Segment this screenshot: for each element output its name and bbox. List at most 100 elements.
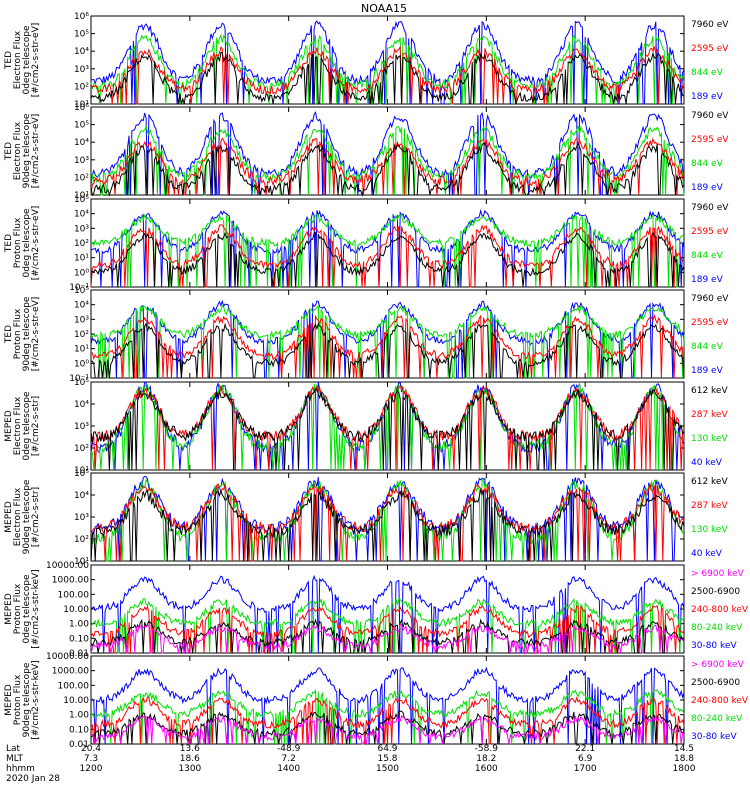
footer-value: 15.8 [377,754,397,764]
legend-entry: 7960 eV [691,294,729,304]
y-axis-label: MEPEDProton Flux0deg telescope[#/cm2-s-s… [4,569,41,648]
y-axis-label-line: Proton Flux [13,583,23,634]
series-trace [90,304,685,379]
panel-7: 0.01 0.10 1.00 10.00 100.00 1000.00 10000.00 ME… [4,561,749,659]
series-trace [90,45,685,105]
series-trace [90,714,685,746]
y-axis-label: TEDProton Flux90deg telescope[#/cm2-s-st… [4,296,41,371]
y-axis-label-line: MEPED [4,501,14,533]
legend-entry: 844 eV [691,68,724,78]
legend-entry: 40 keV [691,458,723,468]
series-trace [90,231,685,288]
y-tick-label: 10¹ [74,466,89,476]
series-trace [90,477,685,562]
legend-entry: 2595 eV [691,227,729,237]
y-tick-label: 10⁰ [74,268,89,278]
y-tick-label: 10⁵ [74,30,89,40]
legend-entry: 189 eV [691,92,724,102]
y-axis-label-line: TED [4,142,14,161]
footer-value: 6.9 [578,754,593,764]
y-tick-label: 10⁵ [74,469,89,479]
legend-entry: 189 eV [691,183,724,193]
y-axis-label-line: Proton Flux [13,674,23,725]
legend-entry: 40 keV [691,549,723,559]
y-axis-label-line: [#/cm2-s-str-eV] [31,114,41,189]
y-tick-label: 10⁴ [74,47,89,57]
y-axis-label-line: [#/cm2-s-str-eV] [31,23,41,98]
series-trace [90,213,685,288]
series-trace [90,487,685,562]
y-tick-label: 10⁴ [74,491,89,501]
y-tick-label: 1000.00 [52,667,89,677]
y-tick-label: 100.00 [58,590,90,600]
y-tick-label: 10⁵ [74,286,89,296]
series-trace [90,142,685,197]
legend-entry: 30-80 keV [691,732,737,742]
legend-entry: 2595 eV [691,44,729,54]
legend-entry: 2595 eV [691,318,729,328]
series-trace [90,574,685,654]
legend-entry: 240-800 keV [691,696,749,706]
y-tick-label: 10³ [74,156,89,166]
y-axis-label-line: Proton Flux [13,308,23,359]
y-tick-label: 10⁴ [74,138,89,148]
y-tick-label: 10⁻¹ [69,283,89,293]
legend-entry: 7960 eV [691,20,729,30]
y-tick-label: 10⁴ [74,301,89,311]
footer-value: 1600 [475,764,498,774]
y-tick-label: 1.00 [69,620,89,630]
footer-value: 7.3 [84,754,98,764]
footer-value: 1300 [178,764,201,774]
footer-row-label: MLT [6,754,24,764]
y-axis-label-line: Electron Flux [13,121,23,180]
y-tick-label: 10000.00 [46,561,89,571]
legend-entry: 189 eV [691,366,724,376]
series-trace [90,137,685,196]
y-tick-label: 10² [74,330,89,340]
y-tick-label: 10000.00 [46,652,89,662]
y-axis-label-line: TED [4,234,14,253]
y-axis-label: TEDProton Flux0deg telescope[#/cm2-s-str… [4,206,41,281]
y-tick-label: 10³ [74,513,89,523]
panel-8: 0.01 0.10 1.00 10.00 100.00 1000.00 10000.00 ME… [4,652,749,750]
y-tick-label: 10⁵ [74,378,89,388]
footer-row-label: hhmm [6,764,35,774]
series-trace [90,696,685,745]
series-trace [90,604,685,654]
footer-value: 1400 [277,764,300,774]
y-tick-label: 1.00 [69,711,89,721]
legend-entry: > 6900 keV [691,569,745,579]
footer-value: 18.8 [674,754,694,764]
legend-entry: 130 keV [691,434,728,444]
y-tick-label: 10⁶ [74,103,89,113]
y-tick-label: 10² [74,535,89,545]
y-axis-label-line: [#/cm2-s-str-keV] [31,660,41,739]
series-trace [90,322,685,379]
y-axis-label-line: 90deg telescope [22,296,32,371]
y-tick-label: 0.10 [69,634,89,644]
footer-value: 1700 [574,764,597,774]
footer-value: -48.9 [277,744,301,754]
y-tick-label: 10² [74,444,89,454]
series-trace [90,597,685,654]
y-tick-label: 10¹ [74,557,89,567]
series-trace [90,388,685,471]
series-trace [90,51,685,105]
y-axis-label-line: MEPED [4,593,14,625]
footer-value: 13.6 [180,744,200,754]
y-tick-label: 10⁰ [74,359,89,369]
legend-entry: 844 eV [691,342,724,352]
y-tick-label: 10.00 [63,605,89,615]
y-axis-label-line: [#/cm2-s-str-eV] [31,297,41,372]
y-tick-label: 10³ [74,422,89,432]
y-tick-label: 10¹ [74,191,89,201]
panel-1: 10¹ 10² 10³ 10⁴ 10⁵ 10⁶ TEDElectron Flux0deg t… [4,12,729,110]
y-axis-label-line: Proton Flux [13,217,23,268]
legend-entry: 287 keV [691,410,728,420]
y-axis-label-line: 0deg telescope [22,208,32,278]
series-trace [90,689,685,745]
y-axis-label-line: TED [4,51,14,70]
panel-6: 10¹ 10² 10³ 10⁴ 10⁵ MEPEDElectron Flux90deg t… [4,469,728,567]
